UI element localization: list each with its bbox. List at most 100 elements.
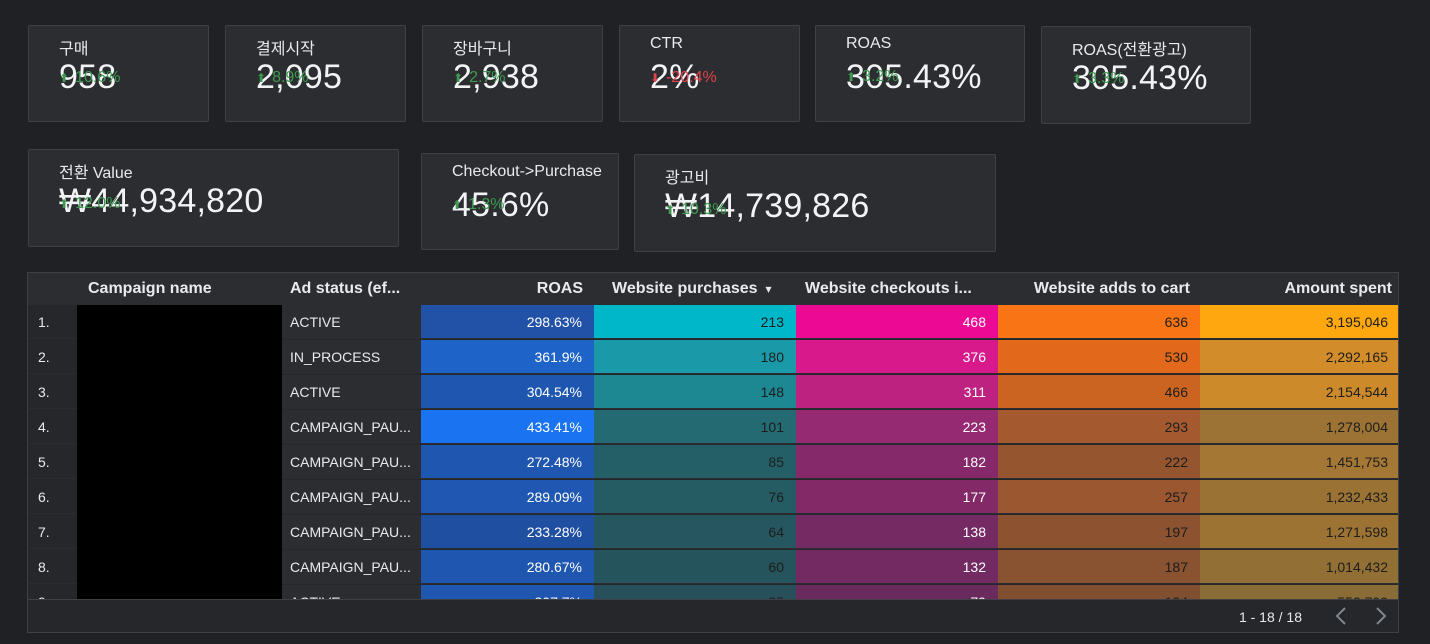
cell-checkouts: 468 bbox=[796, 305, 998, 339]
cell-carts: 197 bbox=[998, 515, 1200, 549]
cell-carts: 530 bbox=[998, 340, 1200, 374]
table-row[interactable]: 6. CAMPAIGN_PAU... 289.09% 76 177 257 1,232,43… bbox=[28, 480, 1398, 515]
redacted-campaign-names bbox=[77, 309, 282, 612]
table-header: Campaign name Ad status (ef... ROAS Webs… bbox=[28, 273, 1398, 305]
arrow-up-icon: ⬆ bbox=[665, 203, 676, 217]
scorecard-value: 305.43% bbox=[846, 58, 982, 96]
cell-checkouts: 132 bbox=[796, 550, 998, 584]
scorecard-delta-value: 10.6% bbox=[75, 69, 121, 86]
cell-roas: 298.63% bbox=[421, 305, 594, 339]
scorecard-delta-value: -20.4% bbox=[666, 69, 717, 86]
cell-checkouts: 177 bbox=[796, 480, 998, 514]
scorecard-delta-value: 12.0% bbox=[75, 195, 121, 212]
cell-carts: 636 bbox=[998, 305, 1200, 339]
cell-carts: 187 bbox=[998, 550, 1200, 584]
chevron-left-icon[interactable] bbox=[1334, 604, 1348, 632]
table-footer: 1 - 18 / 18 bbox=[28, 599, 1398, 632]
scorecard-label: 광고비 bbox=[665, 170, 710, 187]
scorecard-label: 장바구니 bbox=[453, 41, 512, 58]
cell-purchases: 213 bbox=[594, 305, 796, 339]
cell-idx: 2. bbox=[28, 340, 77, 374]
cell-spent: 1,014,432 bbox=[1200, 550, 1398, 584]
scorecard-delta: ⬆ 12.0% bbox=[59, 195, 120, 213]
chevron-right-icon[interactable] bbox=[1374, 604, 1388, 632]
scorecard-value: 2% bbox=[650, 58, 700, 96]
cell-purchases: 64 bbox=[594, 515, 796, 549]
cell-status: CAMPAIGN_PAU... bbox=[282, 480, 421, 514]
cell-carts: 222 bbox=[998, 445, 1200, 479]
scorecard-delta: ⬆ 3.2% bbox=[846, 68, 899, 86]
cell-spent: 3,195,046 bbox=[1200, 305, 1398, 339]
scorecard-delta: ⬆ 2.7% bbox=[453, 69, 506, 87]
cell-roas: 433.41% bbox=[421, 410, 594, 444]
scorecard-value: 2,095 bbox=[256, 58, 343, 96]
header-website-adds-to-cart[interactable]: Website adds to cart bbox=[1033, 280, 1190, 297]
scorecard-checkout-start: 결제시작 2,095 ⬆ 8.9% bbox=[225, 25, 406, 122]
cell-spent: 1,232,433 bbox=[1200, 480, 1398, 514]
cell-roas: 272.48% bbox=[421, 445, 594, 479]
cell-purchases: 180 bbox=[594, 340, 796, 374]
scorecard-label: CTR bbox=[650, 35, 683, 52]
cell-idx: 5. bbox=[28, 445, 77, 479]
arrow-up-icon: ⬆ bbox=[453, 71, 464, 85]
cell-checkouts: 223 bbox=[796, 410, 998, 444]
cell-checkouts: 376 bbox=[796, 340, 998, 374]
scorecard-roas-conversion: ROAS(전환광고) 305.43% ⬆ 3.3% bbox=[1041, 26, 1251, 124]
scorecard-value: ₩14,739,826 bbox=[665, 187, 870, 225]
scorecard-label: Checkout->Purchase bbox=[452, 163, 602, 180]
cell-idx: 8. bbox=[28, 550, 77, 584]
arrow-up-icon: ⬆ bbox=[59, 197, 70, 211]
scorecard-delta: ⬆ 1.3% bbox=[452, 196, 505, 214]
scorecard-ctr: CTR 2% ⬇ -20.4% bbox=[619, 25, 800, 122]
cell-purchases: 85 bbox=[594, 445, 796, 479]
header-website-purchases[interactable]: Website purchases ▾ bbox=[594, 273, 796, 305]
cell-idx: 4. bbox=[28, 410, 77, 444]
cell-checkouts: 182 bbox=[796, 445, 998, 479]
header-roas[interactable]: ROAS bbox=[536, 280, 583, 297]
cell-purchases: 35 bbox=[594, 585, 796, 599]
cell-carts: 293 bbox=[998, 410, 1200, 444]
arrow-up-icon: ⬆ bbox=[846, 70, 857, 84]
cell-spent: 2,154,544 bbox=[1200, 375, 1398, 409]
cell-idx: 1. bbox=[28, 305, 77, 339]
cell-spent: 1,278,004 bbox=[1200, 410, 1398, 444]
campaign-table: Campaign name Ad status (ef... ROAS Webs… bbox=[27, 272, 1399, 633]
cell-carts: 257 bbox=[998, 480, 1200, 514]
cell-status: IN_PROCESS bbox=[282, 340, 421, 374]
scorecard-label: 결제시작 bbox=[256, 41, 315, 58]
scorecard-value: 958 bbox=[59, 58, 117, 96]
header-campaign-name[interactable]: Campaign name bbox=[88, 280, 212, 297]
cell-status: ACTIVE bbox=[282, 375, 421, 409]
cell-purchases: 76 bbox=[594, 480, 796, 514]
cell-checkouts: 311 bbox=[796, 375, 998, 409]
cell-roas: 233.28% bbox=[421, 515, 594, 549]
cell-purchases: 60 bbox=[594, 550, 796, 584]
scorecard-label: ROAS bbox=[846, 35, 892, 52]
scorecard-checkout-to-purchase: Checkout->Purchase 45.6% ⬆ 1.3% bbox=[421, 153, 619, 250]
cell-roas: 304.54% bbox=[421, 375, 594, 409]
scorecard-delta: ⬆ 8.9% bbox=[256, 69, 309, 87]
cell-spent: 553,709 bbox=[1200, 585, 1398, 599]
cell-carts: 466 bbox=[998, 375, 1200, 409]
scorecard-purchases: 구매 958 ⬆ 10.6% bbox=[28, 25, 209, 122]
cell-status: ACTIVE bbox=[282, 585, 421, 599]
scorecard-delta: ⬆ 10.6% bbox=[59, 69, 120, 87]
scorecard-ad-spend: 광고비 ₩14,739,826 ⬆ 10.3% bbox=[634, 154, 996, 252]
cell-idx: 7. bbox=[28, 515, 77, 549]
cell-purchases: 148 bbox=[594, 375, 796, 409]
cell-status: CAMPAIGN_PAU... bbox=[282, 445, 421, 479]
header-amount-spent[interactable]: Amount spent bbox=[1284, 280, 1392, 297]
arrow-up-icon: ⬆ bbox=[59, 71, 70, 85]
cell-purchases: 101 bbox=[594, 410, 796, 444]
scorecard-label: 구매 bbox=[59, 41, 89, 58]
scorecard-delta-value: 3.2% bbox=[862, 68, 899, 85]
scorecard-delta-value: 10.3% bbox=[681, 201, 727, 218]
cell-roas: 289.09% bbox=[421, 480, 594, 514]
header-website-checkouts[interactable]: Website checkouts i... bbox=[805, 280, 972, 297]
header-ad-status[interactable]: Ad status (ef... bbox=[290, 280, 401, 297]
cell-spent: 2,292,165 bbox=[1200, 340, 1398, 374]
cell-roas: 307.7% bbox=[421, 585, 594, 599]
scorecard-delta: ⬆ 3.3% bbox=[1072, 70, 1125, 88]
arrow-up-icon: ⬆ bbox=[256, 71, 267, 85]
cell-status: CAMPAIGN_PAU... bbox=[282, 410, 421, 444]
